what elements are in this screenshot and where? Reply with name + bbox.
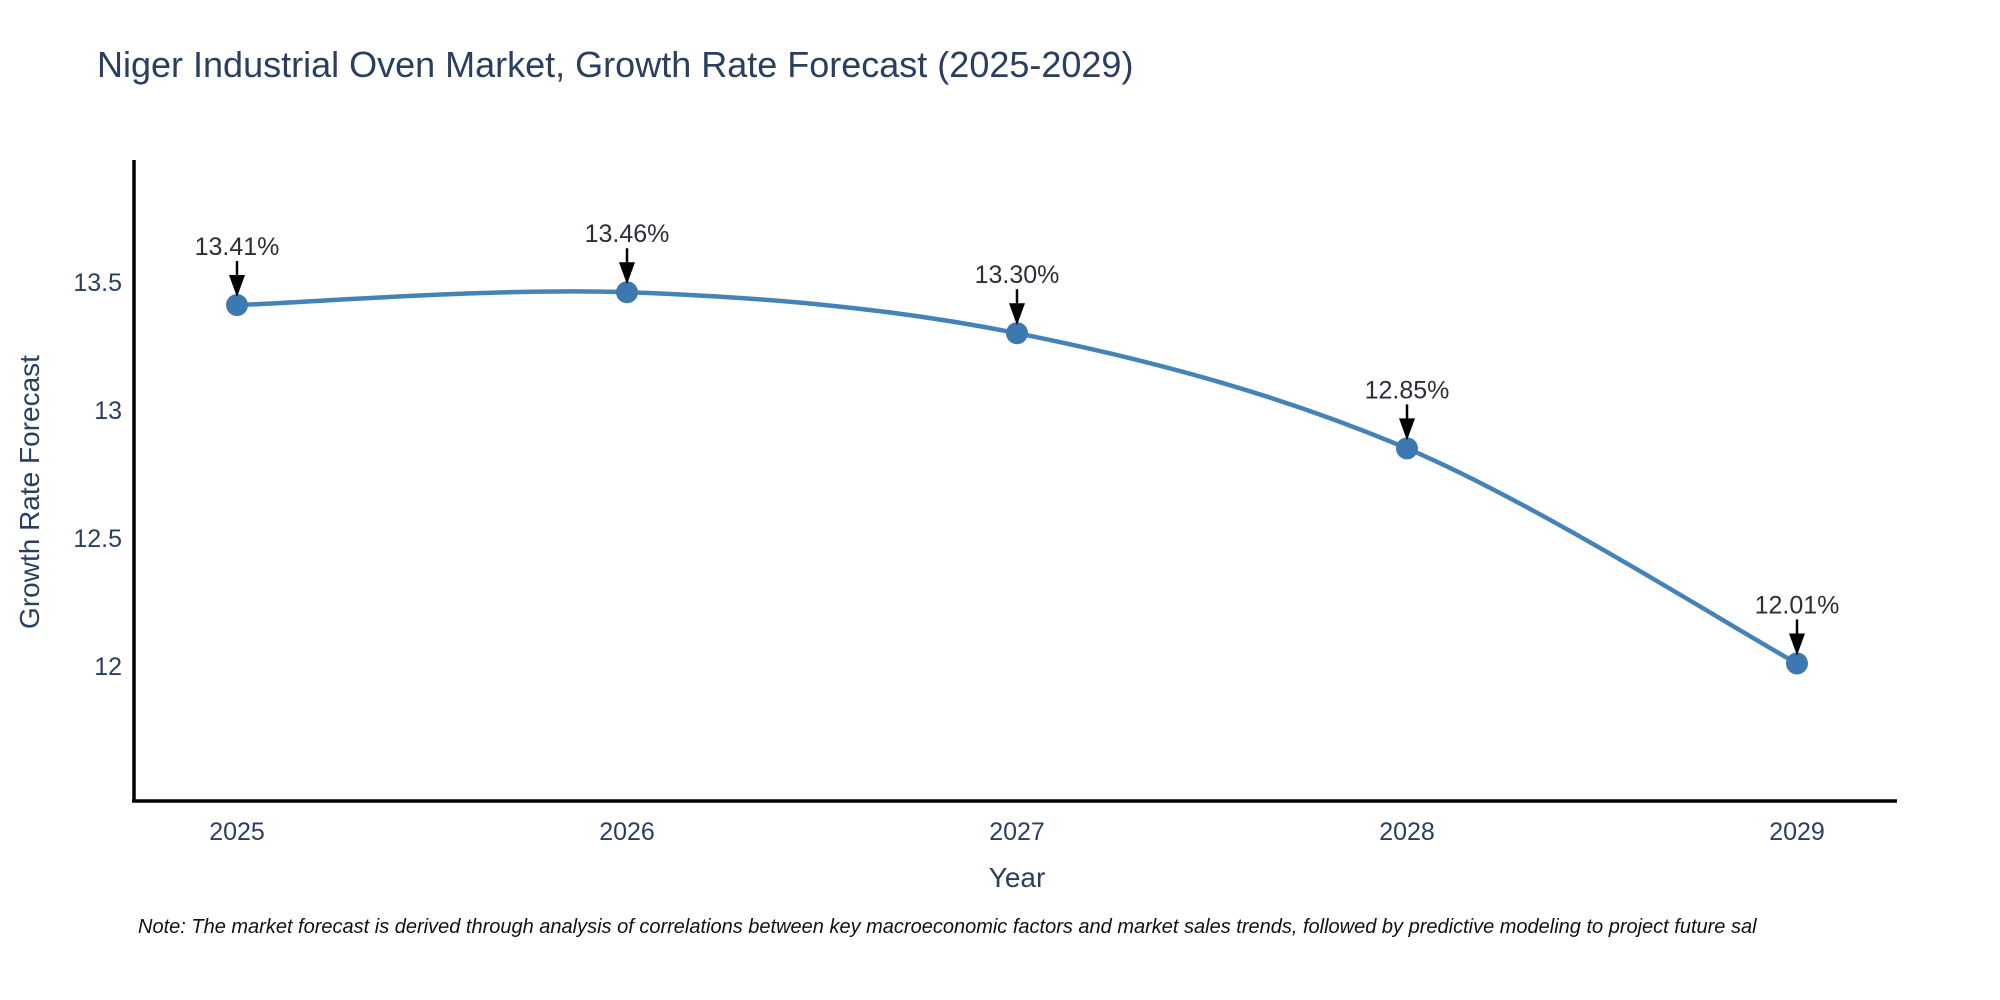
x-tick-label: 2027 xyxy=(989,818,1045,846)
annotation-arrowhead xyxy=(1789,633,1805,656)
annotation-arrowhead xyxy=(1009,303,1025,326)
annotation-arrowhead xyxy=(619,262,635,285)
annotation-label: 13.41% xyxy=(195,233,280,261)
annotation-label: 12.85% xyxy=(1365,376,1450,404)
y-tick-label: 13.5 xyxy=(73,269,122,297)
data-point-2025 xyxy=(226,294,248,317)
x-tick-label: 2029 xyxy=(1769,818,1825,846)
x-axis-title: Year xyxy=(988,862,1046,893)
y-axis-title: Growth Rate Forecast xyxy=(14,355,45,629)
chart-title: Niger Industrial Oven Market, Growth Rat… xyxy=(97,44,1134,85)
y-tick-label: 12 xyxy=(94,653,122,681)
annotation-label: 13.30% xyxy=(975,261,1060,289)
annotation-arrowhead xyxy=(1399,418,1415,441)
data-point-2029 xyxy=(1786,652,1808,675)
annotation-label: 12.01% xyxy=(1755,591,1840,619)
x-tick-label: 2025 xyxy=(209,818,265,846)
data-point-2026 xyxy=(616,281,638,304)
annotation-arrowhead xyxy=(229,275,245,298)
x-tick-label: 2028 xyxy=(1379,818,1435,846)
annotation-label: 13.46% xyxy=(585,220,670,248)
data-point-2027 xyxy=(1006,322,1028,345)
footnote: Note: The market forecast is derived thr… xyxy=(138,916,1757,938)
y-tick-label: 12.5 xyxy=(73,525,122,553)
y-tick-label: 13 xyxy=(94,397,122,425)
data-point-2028 xyxy=(1396,437,1418,460)
forecast-line xyxy=(236,289,1799,666)
x-tick-label: 2026 xyxy=(599,818,655,846)
